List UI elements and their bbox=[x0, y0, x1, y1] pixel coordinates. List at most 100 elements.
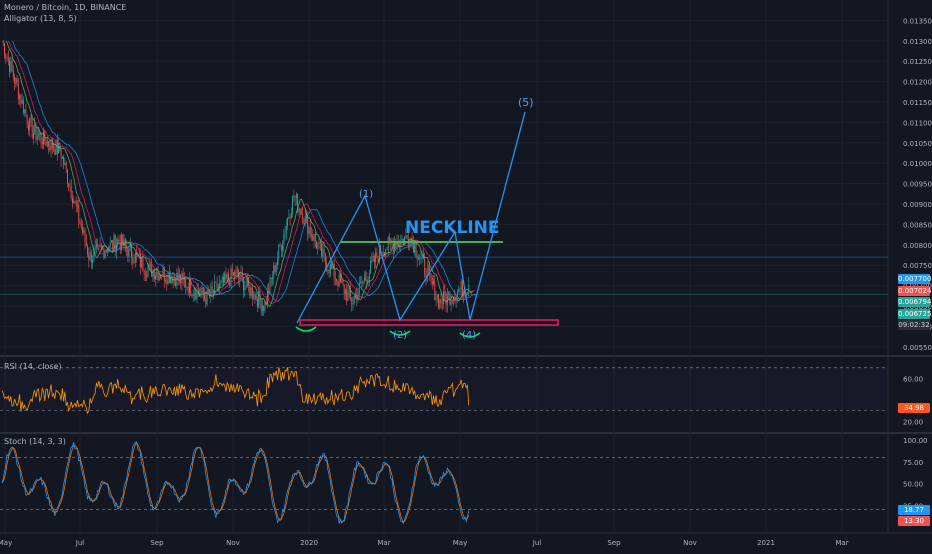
candle-body bbox=[175, 278, 177, 287]
candle-body bbox=[165, 280, 166, 282]
candle-body bbox=[287, 218, 289, 226]
wave-4-label: (4) bbox=[462, 330, 476, 341]
candle-body bbox=[333, 263, 335, 279]
candle-body bbox=[51, 139, 53, 149]
candle-body bbox=[433, 280, 434, 285]
candle-body bbox=[308, 227, 310, 234]
candle-body bbox=[339, 274, 341, 282]
candle-body bbox=[168, 272, 170, 283]
candle-body bbox=[426, 268, 428, 281]
candle-body bbox=[380, 245, 382, 253]
candle-body bbox=[83, 229, 85, 233]
candle-body bbox=[424, 259, 426, 275]
candle-body bbox=[233, 272, 234, 276]
candle-body bbox=[260, 300, 262, 311]
candle-body bbox=[65, 162, 67, 170]
bottom-marker bbox=[459, 332, 481, 338]
candle-body bbox=[300, 214, 302, 215]
rsi-band bbox=[0, 367, 888, 411]
candle-body bbox=[436, 294, 438, 298]
candle-body bbox=[215, 282, 217, 283]
candle-body bbox=[342, 280, 344, 285]
candle-body bbox=[147, 268, 149, 277]
candle-body bbox=[2, 40, 4, 44]
candle-body bbox=[90, 252, 92, 263]
candle-body bbox=[222, 276, 224, 283]
candle-body bbox=[417, 258, 419, 260]
candle-body bbox=[353, 296, 355, 304]
candle-body bbox=[97, 244, 99, 246]
candle-body bbox=[431, 278, 433, 285]
candle-body bbox=[351, 297, 353, 305]
candle-body bbox=[362, 281, 364, 284]
candle-body bbox=[180, 274, 182, 283]
candle-body bbox=[322, 248, 324, 257]
y-tick-label: 0.013500 bbox=[903, 17, 932, 25]
price-tag-last: 0.007024 bbox=[898, 286, 932, 296]
stoch-k-line bbox=[1, 441, 470, 525]
candle-body bbox=[162, 268, 164, 277]
candle-body bbox=[24, 109, 26, 113]
x-tick-label: 2021 bbox=[757, 539, 775, 547]
candle-body bbox=[225, 273, 227, 279]
alligator-indicator-label[interactable]: Alligator (13, 8, 5) bbox=[4, 14, 77, 23]
stoch-tick-label: 50.00 bbox=[903, 481, 923, 489]
candle-body bbox=[253, 298, 255, 300]
candle-body bbox=[234, 272, 236, 276]
candle-body bbox=[246, 277, 248, 286]
symbol-title[interactable]: Monero / Bitcoin, 1D, BINANCE bbox=[4, 3, 127, 12]
candle-body bbox=[72, 197, 73, 204]
price-tag-green-2: 0.006725 bbox=[898, 309, 932, 319]
stoch-indicator-label[interactable]: Stoch (14, 3, 3) bbox=[4, 437, 66, 446]
candle-body bbox=[167, 272, 169, 284]
candle-body bbox=[161, 276, 163, 278]
candle-body bbox=[9, 60, 10, 72]
candle-body bbox=[211, 286, 213, 290]
x-tick-label: Nov bbox=[683, 539, 697, 547]
candle-body bbox=[439, 299, 441, 308]
candle-body bbox=[163, 268, 165, 281]
candle-body bbox=[314, 234, 316, 242]
candle-body bbox=[85, 241, 87, 247]
candle-body bbox=[116, 244, 117, 252]
candle-body bbox=[5, 55, 7, 58]
candle-body bbox=[33, 133, 34, 139]
candle-body bbox=[386, 249, 388, 250]
price-tag-green-1: 0.006794 bbox=[898, 297, 932, 307]
candle-body bbox=[45, 141, 47, 146]
candle-body bbox=[94, 247, 96, 250]
candle-body bbox=[61, 156, 63, 159]
candle-body bbox=[435, 297, 437, 301]
candle-body bbox=[313, 234, 315, 241]
candle-body bbox=[170, 277, 172, 283]
candle-body bbox=[250, 287, 252, 296]
candle-body bbox=[134, 253, 136, 263]
candle-body bbox=[345, 290, 346, 294]
candle-body bbox=[190, 279, 192, 295]
candle-body bbox=[280, 246, 282, 251]
candle-body bbox=[245, 285, 247, 287]
candle-body bbox=[264, 301, 266, 311]
candle-body bbox=[414, 243, 416, 253]
candle-body bbox=[255, 294, 257, 301]
candle-body bbox=[191, 294, 193, 296]
candle-body bbox=[148, 263, 150, 269]
candle-body bbox=[202, 287, 204, 296]
candle-body bbox=[60, 151, 62, 159]
candle-body bbox=[49, 145, 51, 150]
candle-body bbox=[114, 235, 116, 252]
candle-body bbox=[261, 305, 263, 311]
stoch-tick-label: 100.00 bbox=[903, 437, 928, 445]
candle-body bbox=[87, 246, 88, 255]
candle-body bbox=[36, 136, 38, 140]
candle-body bbox=[63, 156, 65, 165]
candle-body bbox=[39, 133, 41, 135]
candle-body bbox=[460, 281, 462, 290]
candle-body bbox=[358, 282, 360, 294]
candle-body bbox=[420, 257, 422, 259]
rsi-indicator-label[interactable]: RSI (14, close) bbox=[4, 362, 62, 371]
stoch-d-line bbox=[1, 442, 470, 523]
